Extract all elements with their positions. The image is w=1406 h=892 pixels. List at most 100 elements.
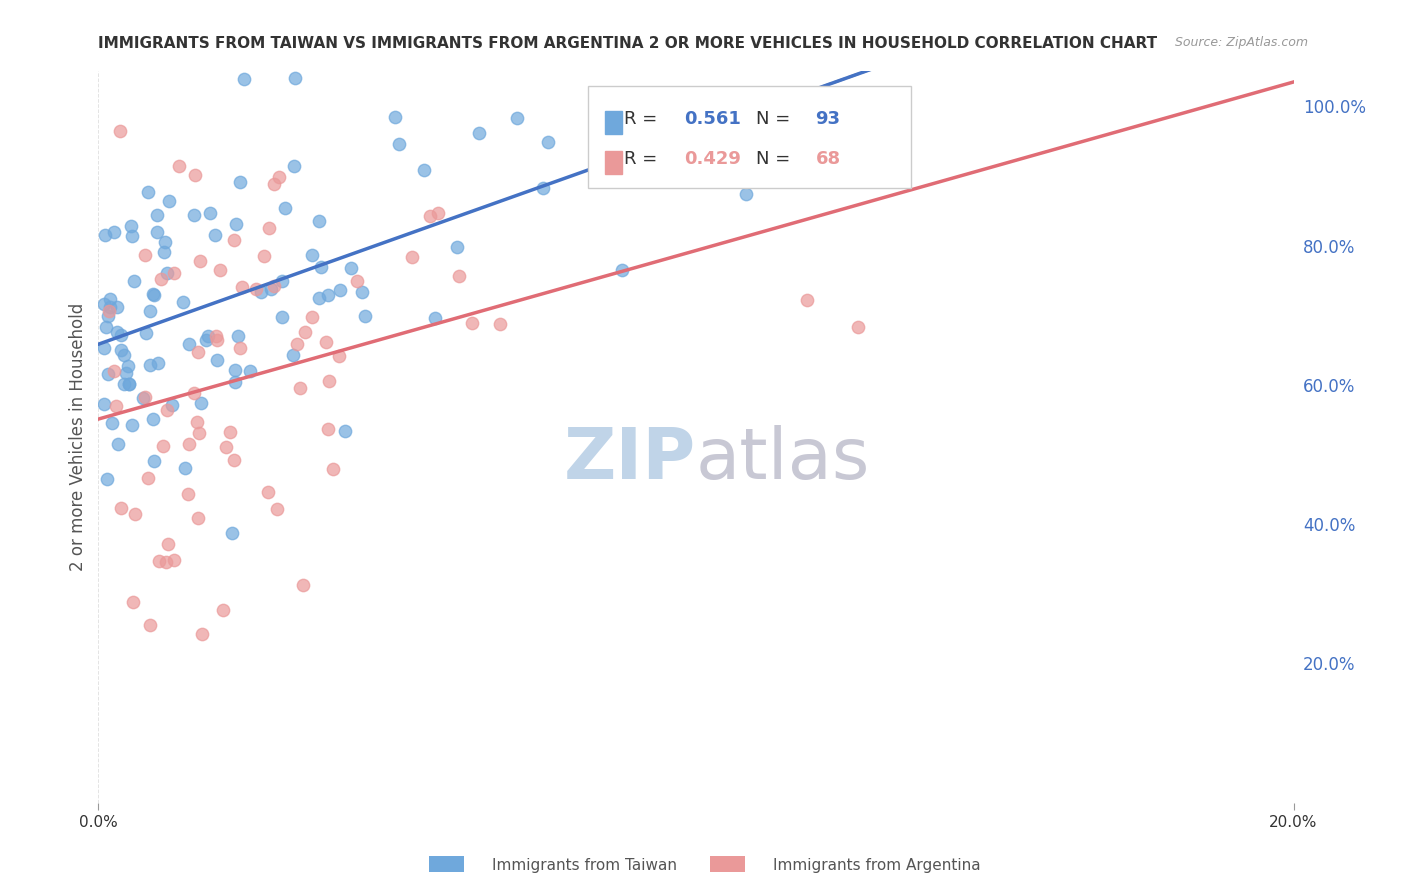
Immigrants from Argentina: [163, 266, 186, 280]
Immigrants from Taiwan: [204, 228, 226, 243]
Text: Source: ZipAtlas.com: Source: ZipAtlas.com: [1174, 36, 1308, 49]
Immigrants from Taiwan: [153, 245, 176, 260]
Immigrants from Argentina: [267, 169, 290, 184]
Immigrants from Taiwan: [224, 376, 246, 390]
Text: Immigrants from Argentina: Immigrants from Argentina: [773, 858, 981, 872]
Immigrants from Argentina: [228, 341, 250, 355]
Immigrants from Taiwan: [172, 295, 194, 310]
Immigrants from Argentina: [103, 364, 125, 378]
Immigrants from Argentina: [263, 178, 285, 192]
Immigrants from Taiwan: [340, 260, 363, 275]
Immigrants from Taiwan: [335, 425, 357, 439]
Immigrants from Taiwan: [270, 310, 292, 324]
Immigrants from Argentina: [156, 403, 179, 417]
Immigrants from Taiwan: [153, 235, 176, 249]
Immigrants from Taiwan: [93, 396, 115, 410]
Immigrants from Argentina: [191, 627, 214, 641]
Immigrants from Argentina: [205, 333, 228, 347]
Immigrants from Argentina: [110, 500, 132, 515]
Immigrants from Argentina: [449, 269, 471, 284]
Immigrants from Taiwan: [283, 159, 305, 173]
Immigrants from Argentina: [253, 249, 276, 263]
Immigrants from Taiwan: [610, 263, 633, 277]
Immigrants from Taiwan: [112, 376, 135, 391]
Immigrants from Taiwan: [229, 175, 252, 189]
Immigrants from Taiwan: [591, 123, 613, 137]
Text: 68: 68: [815, 150, 841, 168]
Immigrants from Taiwan: [157, 194, 180, 208]
Immigrants from Argentina: [245, 281, 267, 295]
Immigrants from Argentina: [461, 316, 484, 330]
Immigrants from Taiwan: [94, 320, 117, 334]
Immigrants from Taiwan: [121, 418, 143, 433]
Immigrants from Argentina: [134, 248, 156, 262]
Immigrants from Taiwan: [384, 111, 406, 125]
Text: 0.561: 0.561: [685, 110, 741, 128]
Immigrants from Argentina: [605, 157, 627, 171]
Immigrants from Argentina: [212, 603, 235, 617]
Immigrants from Argentina: [321, 462, 343, 476]
Text: IMMIGRANTS FROM TAIWAN VS IMMIGRANTS FROM ARGENTINA 2 OR MORE VEHICLES IN HOUSEH: IMMIGRANTS FROM TAIWAN VS IMMIGRANTS FRO…: [98, 36, 1157, 51]
Immigrants from Taiwan: [110, 343, 132, 357]
Immigrants from Taiwan: [148, 356, 170, 370]
FancyBboxPatch shape: [605, 151, 621, 175]
Immigrants from Taiwan: [506, 111, 529, 125]
Immigrants from Argentina: [183, 386, 205, 401]
Immigrants from Taiwan: [308, 214, 330, 228]
Immigrants from Taiwan: [112, 347, 135, 361]
Immigrants from Argentina: [318, 374, 340, 388]
Immigrants from Argentina: [148, 553, 170, 567]
Immigrants from Taiwan: [197, 329, 219, 343]
Immigrants from Argentina: [184, 168, 207, 182]
Immigrants from Taiwan: [308, 292, 330, 306]
Immigrants from Taiwan: [110, 328, 132, 343]
Immigrants from Argentina: [138, 471, 160, 485]
Immigrants from Taiwan: [118, 376, 141, 391]
Immigrants from Taiwan: [226, 328, 249, 343]
Immigrants from Taiwan: [142, 286, 165, 301]
Immigrants from Taiwan: [221, 526, 243, 541]
Immigrants from Argentina: [256, 485, 278, 500]
Immigrants from Argentina: [190, 254, 212, 268]
Immigrants from Taiwan: [446, 240, 468, 254]
Immigrants from Argentina: [301, 310, 323, 324]
Immigrants from Argentina: [110, 123, 132, 137]
Immigrants from Taiwan: [354, 310, 377, 324]
Immigrants from Argentina: [224, 233, 246, 247]
Immigrants from Argentina: [426, 206, 449, 220]
Immigrants from Argentina: [134, 390, 156, 404]
Text: Immigrants from Taiwan: Immigrants from Taiwan: [492, 858, 678, 872]
Immigrants from Argentina: [257, 221, 280, 235]
Immigrants from Taiwan: [174, 461, 197, 475]
Immigrants from Taiwan: [143, 288, 166, 302]
Immigrants from Argentina: [346, 275, 368, 289]
Immigrants from Argentina: [139, 617, 162, 632]
Immigrants from Argentina: [315, 334, 337, 349]
Immigrants from Argentina: [187, 511, 209, 525]
Immigrants from Taiwan: [122, 274, 145, 288]
Immigrants from Taiwan: [121, 228, 143, 243]
Immigrants from Argentina: [124, 508, 146, 522]
Immigrants from Argentina: [122, 595, 145, 609]
Immigrants from Taiwan: [107, 437, 129, 451]
Immigrants from Taiwan: [94, 228, 117, 243]
Immigrants from Taiwan: [146, 208, 169, 222]
Immigrants from Taiwan: [735, 187, 758, 202]
Immigrants from Taiwan: [98, 300, 121, 314]
Immigrants from Argentina: [215, 440, 238, 454]
Immigrants from Argentina: [401, 251, 423, 265]
Immigrants from Taiwan: [115, 366, 138, 380]
Immigrants from Taiwan: [146, 225, 169, 239]
Immigrants from Taiwan: [155, 266, 177, 280]
Immigrants from Argentina: [209, 263, 232, 277]
Immigrants from Taiwan: [233, 72, 256, 87]
Immigrants from Taiwan: [93, 296, 115, 310]
Immigrants from Taiwan: [609, 104, 631, 119]
Immigrants from Taiwan: [274, 202, 297, 216]
Immigrants from Argentina: [157, 537, 180, 551]
Immigrants from Argentina: [179, 437, 201, 451]
Immigrants from Argentina: [263, 279, 285, 293]
FancyBboxPatch shape: [588, 86, 911, 188]
Text: R =: R =: [624, 150, 664, 168]
Immigrants from Taiwan: [413, 162, 436, 177]
